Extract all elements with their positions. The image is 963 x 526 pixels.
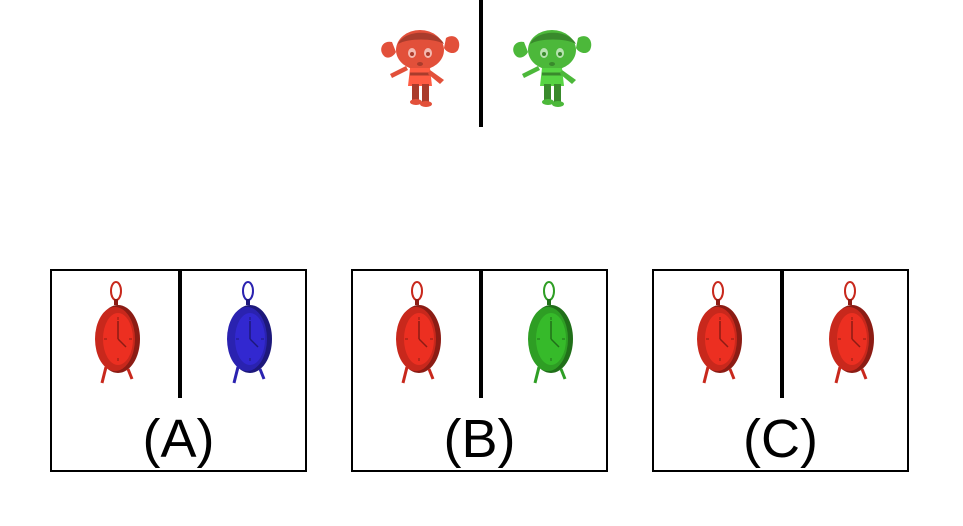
prompt-divider xyxy=(479,0,483,127)
option-divider xyxy=(479,271,483,398)
right-alarm-clock-icon xyxy=(829,281,874,384)
left-alarm-clock-icon xyxy=(697,281,742,384)
option-c-box[interactable]: (C) xyxy=(652,269,909,472)
option-label: (B) xyxy=(443,409,516,469)
right-alarm-clock-icon xyxy=(227,281,272,384)
option-b-box[interactable]: (B) xyxy=(351,269,608,472)
option-label: (C) xyxy=(743,409,818,469)
left-cartoon-girl-icon xyxy=(381,30,460,107)
option-label: (A) xyxy=(142,409,215,469)
right-alarm-clock-icon xyxy=(528,281,573,384)
option-divider xyxy=(780,271,784,398)
option-a-box[interactable]: (A) xyxy=(50,269,307,472)
option-divider xyxy=(178,271,182,398)
left-alarm-clock-icon xyxy=(95,281,140,384)
right-cartoon-girl-icon xyxy=(513,30,592,107)
left-alarm-clock-icon xyxy=(396,281,441,384)
